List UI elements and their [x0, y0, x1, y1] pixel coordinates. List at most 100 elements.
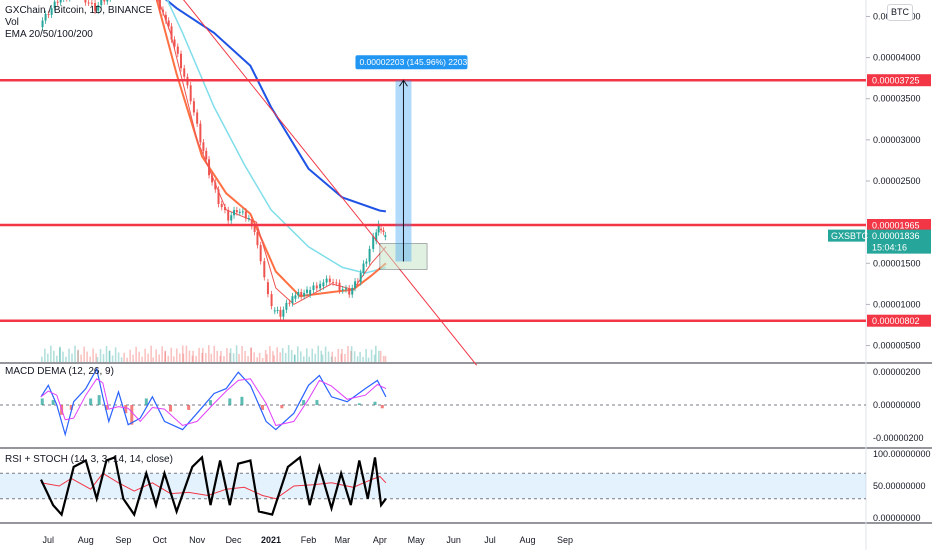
currency-button[interactable]: BTC [887, 4, 913, 21]
candle-body [199, 123, 202, 143]
candle-body [315, 285, 318, 289]
volume-bar [164, 351, 166, 362]
volume-bar [120, 357, 123, 362]
candle-body [220, 204, 223, 208]
price-tick-label: 0.00004000 [873, 53, 921, 63]
macd-histogram-bar [373, 401, 377, 405]
macd-histogram-bar [208, 400, 212, 405]
volume-bar [353, 351, 356, 362]
time-axis-label: Jun [446, 535, 461, 545]
candle-body [244, 211, 247, 219]
volume-bar [302, 356, 305, 362]
volume-bar [111, 355, 114, 362]
candle-body [217, 189, 220, 205]
candle-body [282, 309, 285, 317]
measure-label: 0.00002203 (145.96%) 2203 [359, 57, 467, 67]
volume-bar [188, 350, 191, 362]
volume-bar [89, 356, 91, 362]
volume-bar [126, 357, 128, 362]
candle-body [189, 85, 192, 102]
volume-bar [359, 351, 361, 362]
candle-body [230, 215, 233, 221]
measure-arrow-head [399, 79, 408, 87]
volume-bar [317, 345, 320, 362]
volume-bar [108, 350, 111, 362]
time-axis-label: Jul [43, 535, 55, 545]
candle-body [173, 39, 176, 47]
candle-body [241, 211, 244, 213]
candle-body [300, 292, 303, 297]
candle-body [214, 182, 217, 190]
macd-tick-label: 0.00000000 [873, 400, 921, 410]
time-axis-label: May [408, 535, 426, 545]
volume-bar [178, 353, 181, 362]
volume-bar [170, 347, 173, 362]
volume-bar [365, 348, 367, 362]
price-tick-label: 0.00001000 [873, 299, 921, 309]
volume-bar [229, 353, 231, 362]
candle-body [233, 210, 236, 216]
volume-bar [356, 356, 359, 362]
time-axis-label: Jul [484, 535, 496, 545]
candle-body [223, 207, 226, 211]
volume-bar [272, 351, 274, 362]
volume-bar [279, 352, 281, 362]
volume-bar [367, 357, 370, 362]
candle-body [306, 289, 309, 293]
volume-bar [92, 348, 94, 362]
volume-bar [284, 353, 287, 362]
volume-bar [264, 350, 267, 362]
volume-bar [235, 345, 238, 362]
candle-body [208, 159, 211, 176]
volume-bar [216, 350, 219, 362]
candle-body [227, 210, 230, 221]
time-axis-label: Mar [335, 535, 351, 545]
candle-body [250, 220, 253, 227]
volume-bar [77, 349, 79, 362]
candle-body [180, 53, 183, 69]
volume-bar [192, 350, 194, 362]
candle-body [382, 230, 385, 233]
macd-histogram-bar [51, 400, 55, 405]
candle-body [259, 245, 262, 262]
volume-bar [138, 351, 140, 362]
candle-body [263, 261, 266, 278]
price-countdown: 15:04:16 [872, 243, 907, 253]
candle-body [338, 282, 341, 291]
rsi-title: RSI + STOCH (14, 3, 3, 14, 14, close) [5, 454, 173, 465]
candle-body [273, 310, 276, 312]
candle-body [294, 295, 297, 299]
volume-bar [161, 346, 163, 362]
downtrend-line [183, 0, 478, 366]
level-label: 0.00001965 [872, 221, 920, 231]
volume-bar [74, 345, 76, 362]
volume-bar [290, 350, 293, 362]
volume-bar [375, 345, 377, 362]
candle-body [202, 142, 205, 151]
volume-bar [117, 352, 120, 362]
macd-legend: MACD DEMA (12, 26, 9) [5, 366, 114, 378]
macd-histogram-bar [260, 405, 264, 410]
candle-body [211, 175, 214, 183]
candle-body [247, 218, 250, 220]
volume-bar [155, 349, 157, 362]
candle-body [288, 302, 291, 304]
volume-bar [350, 351, 352, 362]
volume-bar [253, 352, 255, 362]
measure-label-bg [355, 55, 468, 70]
candle-body [44, 13, 47, 21]
candle-body [365, 261, 368, 264]
volume-bar [83, 346, 85, 362]
volume-bar [44, 348, 46, 362]
macd-histogram-bar [89, 398, 93, 405]
current-price-bg [867, 229, 931, 254]
volume-bar [144, 348, 146, 362]
volume-bar [370, 349, 373, 362]
candle-body [183, 68, 186, 77]
volume-bar [273, 355, 275, 362]
volume-bar [167, 355, 170, 362]
candle-body [319, 283, 322, 289]
ema-50-line [155, 0, 387, 298]
